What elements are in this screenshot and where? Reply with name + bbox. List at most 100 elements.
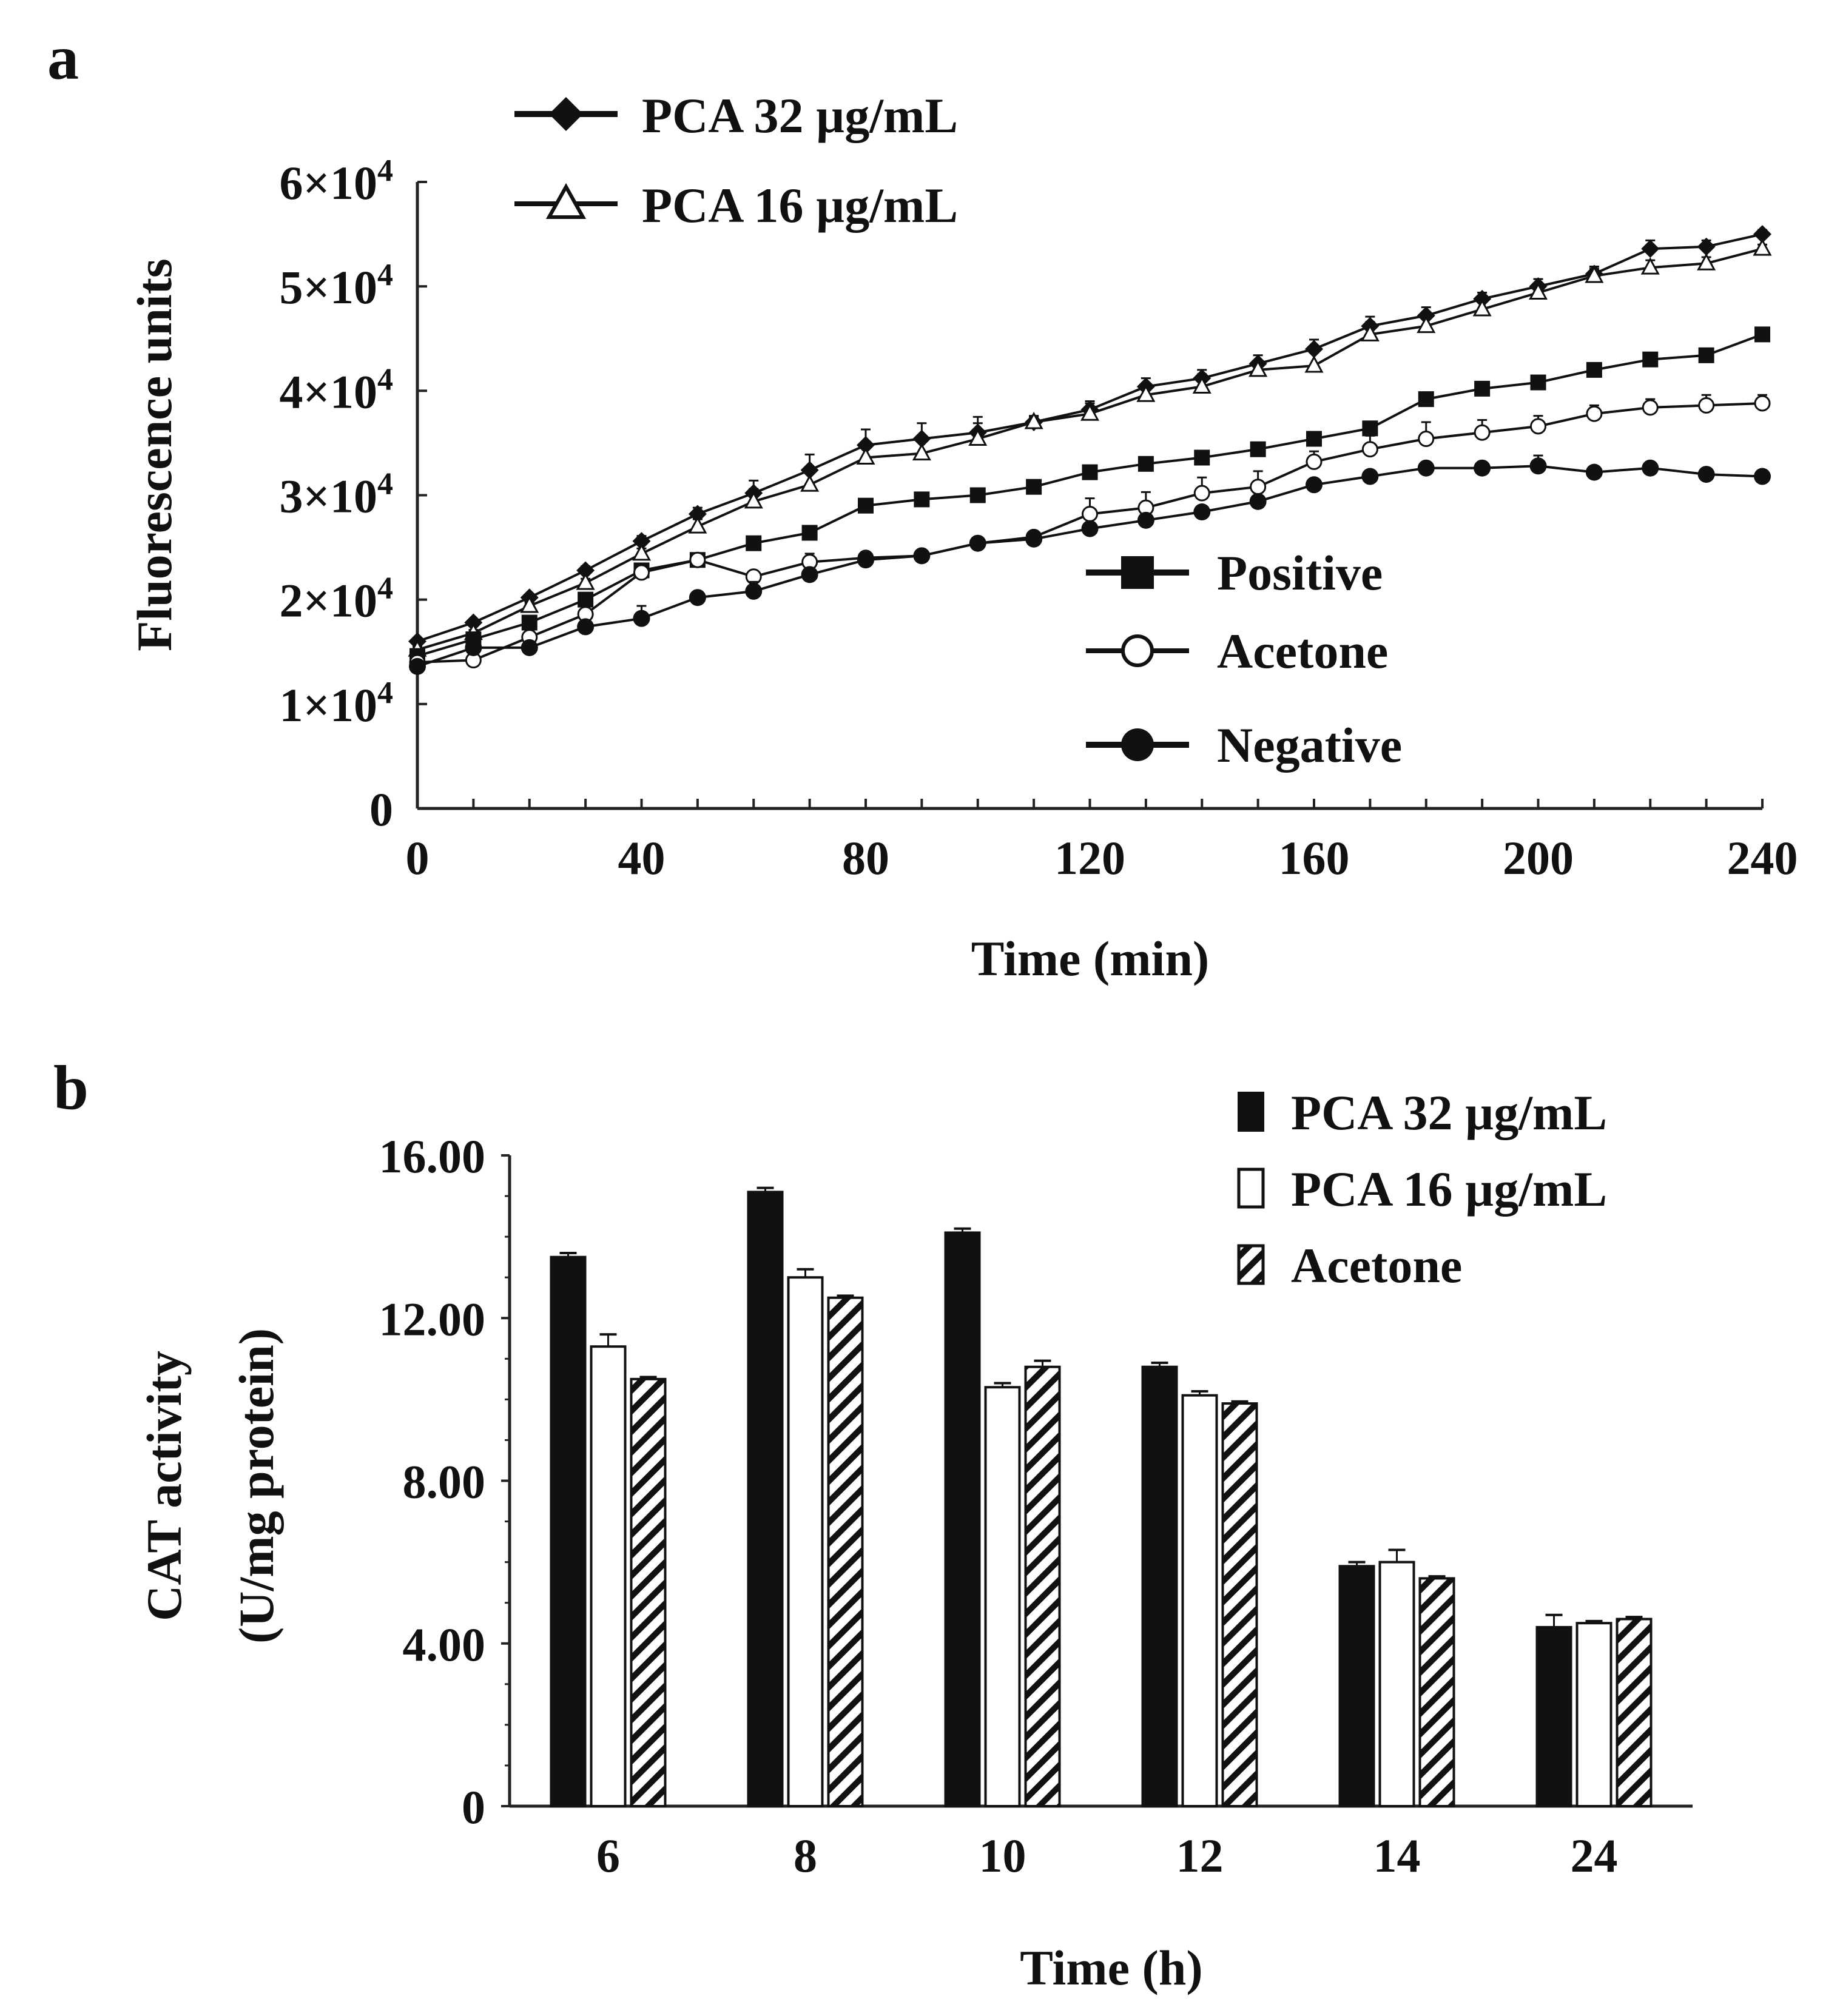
data-point-marker xyxy=(1250,479,1267,496)
legend-item-pca16: PCA 16 µg/mL xyxy=(514,178,958,233)
data-point-marker xyxy=(858,497,874,514)
bar xyxy=(630,1377,667,1807)
data-point-marker xyxy=(465,639,482,656)
x-tick-label: 8 xyxy=(794,1829,817,1882)
x-tick-label: 160 xyxy=(1279,832,1350,884)
data-point-marker xyxy=(969,534,986,552)
x-tick-label: 6 xyxy=(596,1829,620,1882)
bar xyxy=(1418,1577,1455,1807)
data-point-marker xyxy=(1025,530,1043,548)
series-line xyxy=(417,233,1763,643)
x-tick-label: 12 xyxy=(1176,1829,1224,1882)
data-point-marker xyxy=(1585,463,1603,481)
data-point-marker xyxy=(1192,376,1212,394)
data-point-marker xyxy=(1082,505,1098,522)
data-point-marker xyxy=(856,447,875,465)
legend-label: PCA 16 µg/mL xyxy=(1291,1161,1607,1217)
triangle-marker-icon xyxy=(545,183,587,219)
data-point-marker xyxy=(409,657,426,675)
x-axis-ticks: 6 8 10 12 14 24 xyxy=(596,1829,1618,1882)
white-swatch-icon xyxy=(1237,1168,1265,1209)
bar xyxy=(550,1255,587,1807)
bar xyxy=(787,1276,824,1807)
data-point-marker xyxy=(1026,479,1042,495)
data-point-marker xyxy=(689,551,706,568)
data-point-marker xyxy=(1417,459,1435,477)
data-point-marker xyxy=(1193,485,1210,502)
data-point-marker xyxy=(1585,265,1604,283)
data-point-marker xyxy=(521,639,538,656)
data-point-marker xyxy=(576,561,595,580)
legend-top: PCA 32 µg/mL PCA 16 µg/mL xyxy=(514,88,958,233)
series-line xyxy=(417,333,1763,657)
data-point-marker xyxy=(913,547,931,565)
data-point-marker xyxy=(1474,424,1491,441)
data-point-marker xyxy=(914,491,930,508)
y-tick-label: 12.00 xyxy=(379,1292,486,1345)
bar xyxy=(1338,1565,1375,1808)
legend-label: Acetone xyxy=(1217,623,1388,679)
bar xyxy=(1181,1394,1218,1807)
bar-chart-panel: b 0 4.00 8.00 12.00 16.00 6 8 10 12 14 24 Time (h… xyxy=(53,1053,1693,1995)
data-point-marker xyxy=(1474,380,1491,397)
x-tick-label: 0 xyxy=(406,832,430,884)
legend-item-acetone: Acetone xyxy=(1086,623,1388,679)
y-tick-label: 2×104 xyxy=(280,571,393,627)
data-point-marker xyxy=(521,614,538,631)
bar xyxy=(1616,1618,1653,1807)
panel-b-label: b xyxy=(53,1053,89,1123)
data-point-marker xyxy=(1306,431,1322,447)
legend-label: PCA 16 µg/mL xyxy=(642,178,958,233)
data-point-marker xyxy=(689,589,706,606)
data-point-marker xyxy=(1642,399,1659,416)
data-point-marker xyxy=(1249,359,1268,377)
data-point-marker xyxy=(1417,315,1436,334)
data-point-marker xyxy=(801,566,818,583)
data-point-marker xyxy=(1418,391,1434,408)
x-tick-label: 10 xyxy=(979,1829,1026,1882)
x-axis-title: Time (h) xyxy=(1020,1940,1202,1995)
legend-item-pca32: PCA 32 µg/mL xyxy=(514,88,958,143)
legend-item-negative: Negative xyxy=(1086,717,1402,773)
y-axis-ticks: 0 4.00 8.00 12.00 16.00 xyxy=(379,1130,510,1833)
legend-item-acetone: Acetone xyxy=(1237,1238,1462,1293)
y-tick-label: 0 xyxy=(369,783,393,836)
data-point-marker xyxy=(1474,459,1491,477)
data-point-marker xyxy=(1698,347,1714,363)
y-axis-title-line2: (U/mg protein) xyxy=(229,1328,284,1644)
data-point-marker xyxy=(1304,355,1324,373)
data-point-marker xyxy=(800,474,820,492)
bar xyxy=(1575,1622,1613,1807)
data-point-marker xyxy=(1586,405,1603,422)
data-point-marker xyxy=(1642,351,1659,368)
y-tick-label: 16.00 xyxy=(379,1130,486,1183)
x-tick-label: 24 xyxy=(1571,1829,1618,1882)
data-point-marker xyxy=(1249,492,1267,510)
x-tick-label: 14 xyxy=(1373,1829,1421,1882)
data-point-marker xyxy=(632,543,652,561)
line-chart-axes xyxy=(416,182,1762,810)
y-tick-label: 4.00 xyxy=(403,1618,486,1671)
data-point-marker xyxy=(1697,466,1715,483)
bar-series-group xyxy=(550,1186,1653,1808)
data-point-marker xyxy=(1530,418,1546,435)
data-point-marker xyxy=(1753,238,1772,256)
data-point-marker xyxy=(1697,237,1716,256)
bar xyxy=(747,1191,784,1807)
data-point-marker xyxy=(578,591,594,608)
data-point-marker xyxy=(1136,385,1156,402)
data-point-marker xyxy=(577,618,595,636)
data-point-marker xyxy=(1754,468,1771,485)
filled-circle-marker-icon xyxy=(1121,728,1154,761)
bar xyxy=(1221,1402,1258,1808)
data-point-marker xyxy=(576,572,595,590)
bar xyxy=(944,1231,981,1807)
solid-swatch-icon xyxy=(1238,1092,1264,1132)
legend-item-pca32: PCA 32 µg/mL xyxy=(1238,1085,1607,1140)
data-point-marker xyxy=(1642,459,1659,477)
legend-label: Negative xyxy=(1217,717,1402,773)
legend-label: PCA 32 µg/mL xyxy=(642,88,958,143)
data-point-marker xyxy=(968,428,988,446)
data-point-marker xyxy=(1193,503,1211,521)
